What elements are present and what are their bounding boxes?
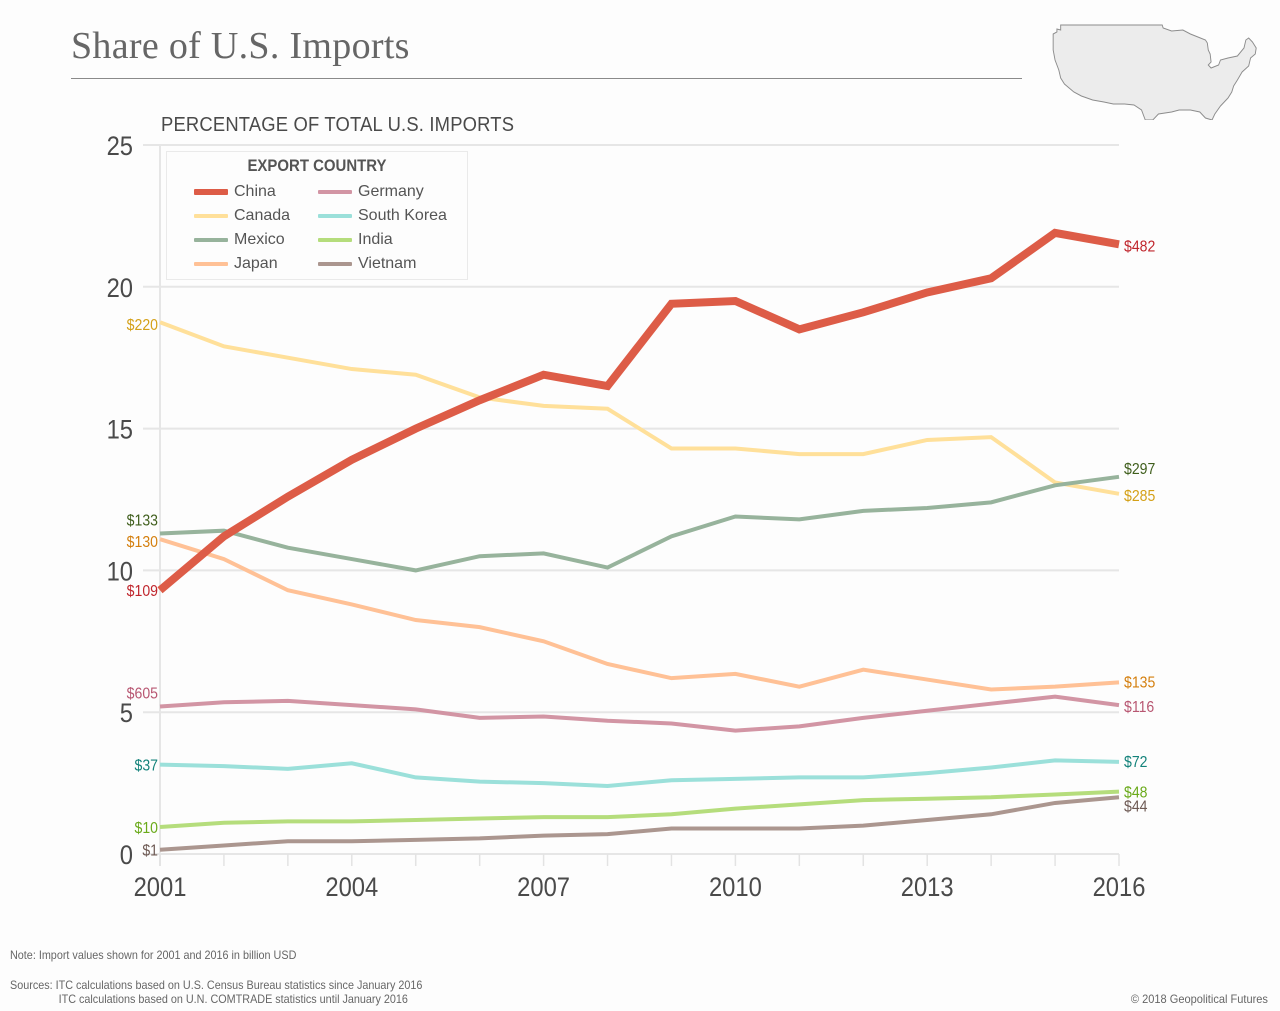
x-tick-label: 2001 bbox=[134, 873, 187, 903]
legend-item-germany: Germany bbox=[318, 183, 424, 201]
end-value-label-mexico: $297 bbox=[1124, 460, 1155, 478]
legend-item-japan: Japan bbox=[194, 255, 278, 273]
end-value-label-canada: $285 bbox=[1124, 487, 1155, 505]
legend-label: Mexico bbox=[234, 231, 285, 248]
title-divider bbox=[71, 78, 1022, 79]
legend-item-canada: Canada bbox=[194, 207, 290, 225]
series-line-south-korea bbox=[159, 758, 1120, 788]
sources-line-1: Sources: ITC calculations based on U.S. … bbox=[10, 978, 423, 992]
y-tick-label: 20 bbox=[107, 273, 133, 303]
series-line-canada bbox=[159, 320, 1120, 496]
end-value-label-india: $48 bbox=[1124, 784, 1147, 802]
end-value-label-south-korea: $72 bbox=[1124, 753, 1147, 771]
legend-swatch bbox=[318, 262, 352, 266]
legend-swatch bbox=[194, 238, 228, 242]
legend-swatch bbox=[318, 190, 352, 194]
legend-label: South Korea bbox=[358, 207, 447, 224]
legend-swatch bbox=[318, 214, 352, 218]
series-line-china bbox=[157, 228, 1120, 594]
x-tick-label: 2013 bbox=[901, 873, 954, 903]
start-value-label-china: $109 bbox=[127, 582, 158, 600]
end-value-label-japan: $135 bbox=[1124, 674, 1155, 692]
us-map-icon bbox=[1052, 24, 1257, 120]
legend-swatch bbox=[318, 238, 352, 242]
sources: Sources: ITC calculations based on U.S. … bbox=[10, 978, 422, 1006]
sources-line-2: ITC calculations based on U.N. COMTRADE … bbox=[58, 992, 408, 1006]
legend-label: Canada bbox=[234, 207, 291, 224]
legend-title: EXPORT COUNTRY bbox=[247, 156, 387, 175]
series-line-vietnam bbox=[159, 795, 1120, 852]
y-tick-label: 5 bbox=[120, 699, 133, 729]
legend-swatch bbox=[194, 214, 228, 218]
chart-legend: EXPORT COUNTRY China Canada Mexico Japan Ger… bbox=[166, 151, 468, 280]
x-tick-label: 2016 bbox=[1093, 873, 1146, 903]
y-tick-label: 10 bbox=[107, 557, 133, 587]
legend-swatch bbox=[194, 262, 228, 266]
start-value-label-vietnam: $1 bbox=[142, 842, 158, 860]
chart-subtitle: PERCENTAGE OF TOTAL U.S. IMPORTS bbox=[161, 114, 515, 136]
end-value-label-china: $482 bbox=[1124, 237, 1155, 255]
y-tick-label: 25 bbox=[107, 132, 133, 162]
legend-item-mexico: Mexico bbox=[194, 231, 285, 249]
x-tick-label: 2004 bbox=[325, 873, 378, 903]
legend-item-india: India bbox=[318, 231, 393, 249]
line-chart: 0 5 10 15 20 25 2001 2004 2007 2010 2013 2016 $109 $4… bbox=[107, 132, 1156, 903]
series-line-germany bbox=[159, 694, 1120, 733]
x-tick-label: 2007 bbox=[517, 873, 570, 903]
legend-label: Vietnam bbox=[358, 255, 417, 272]
start-value-label-japan: $130 bbox=[127, 533, 158, 551]
legend-item-china: China bbox=[194, 183, 276, 201]
page-title: Share of U.S. Imports bbox=[71, 25, 410, 67]
footnote: Note: Import values shown for 2001 and 2… bbox=[10, 948, 297, 962]
end-value-label-germany: $116 bbox=[1124, 698, 1154, 716]
legend-item-vietnam: Vietnam bbox=[318, 255, 416, 273]
start-value-label-mexico: $133 bbox=[127, 512, 158, 530]
x-tick-label: 2010 bbox=[709, 873, 762, 903]
legend-label: India bbox=[358, 231, 393, 248]
legend-swatch bbox=[194, 189, 228, 195]
legend-label: Japan bbox=[234, 255, 278, 272]
y-tick-label: 15 bbox=[107, 415, 133, 445]
legend-item-south-korea: South Korea bbox=[318, 207, 447, 225]
start-value-label-germany: $605 bbox=[127, 685, 158, 703]
legend-label: Germany bbox=[358, 183, 424, 200]
series-line-mexico bbox=[159, 474, 1120, 573]
start-value-label-canada: $220 bbox=[127, 316, 158, 334]
start-value-label-south-korea: $37 bbox=[135, 757, 158, 775]
copyright: © 2018 Geopolitical Futures bbox=[1130, 992, 1268, 1006]
legend-label: China bbox=[234, 183, 276, 200]
series-line-india bbox=[159, 789, 1120, 830]
y-tick-label: 0 bbox=[120, 841, 133, 871]
series-line-japan bbox=[159, 537, 1120, 692]
start-value-label-india: $10 bbox=[135, 819, 158, 837]
end-value-label-vietnam: $44 bbox=[1124, 797, 1147, 815]
